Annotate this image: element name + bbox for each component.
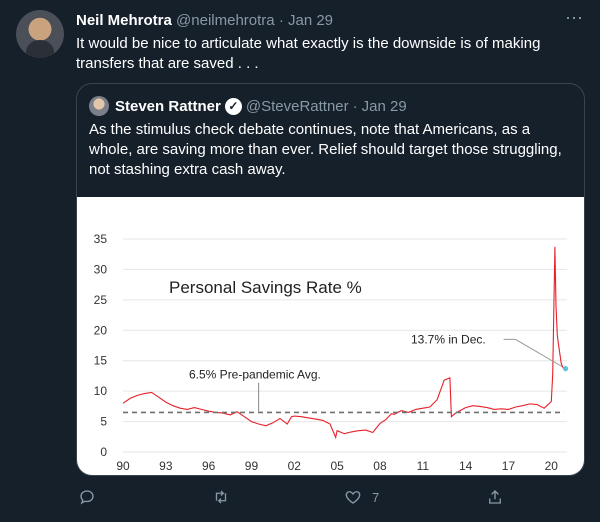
annotation-label: 6.5% Pre-pandemic Avg. — [189, 368, 321, 382]
quoted-date: Jan 29 — [361, 97, 407, 115]
x-tick-label: 14 — [459, 459, 473, 473]
x-tick-label: 93 — [159, 459, 173, 473]
chart-image: 0 5 10 15 20 25 30 35 90 93 96 99 02 05 08 11 14 17 20 Pers… — [77, 197, 584, 475]
annotation-label: 13.7% in Dec. — [411, 332, 486, 346]
tweet-date[interactable]: Jan 29 — [287, 12, 334, 29]
x-tick-label: 02 — [288, 459, 302, 473]
y-tick-label: 35 — [94, 232, 108, 246]
x-tick-label: 20 — [545, 459, 559, 473]
x-tick-label: 08 — [373, 459, 387, 473]
x-tick-label: 11 — [417, 459, 430, 473]
more-icon[interactable]: ⋯ — [565, 8, 584, 28]
avatar[interactable] — [16, 10, 64, 58]
separator-dot: · — [352, 97, 358, 115]
x-tick-label: 17 — [502, 459, 516, 473]
reply-icon — [80, 490, 94, 505]
action-bar: 7 — [76, 488, 556, 508]
annotation-leader — [503, 338, 563, 368]
y-tick-label: 5 — [100, 415, 107, 429]
quoted-tweet[interactable]: Steven Rattner ✓ @SteveRattner · Jan 29 … — [76, 83, 585, 476]
quoted-tweet-text: As the stimulus check debate continues, … — [89, 121, 562, 178]
tweet-header: Neil Mehrotra @neilmehrotra · Jan 29 — [76, 12, 333, 29]
author-handle[interactable]: @neilmehrotra — [176, 12, 275, 29]
like-count: 7 — [372, 489, 380, 505]
y-tick-label: 15 — [94, 354, 108, 368]
like-button[interactable]: 7 — [344, 488, 379, 506]
x-tick-label: 90 — [116, 459, 130, 473]
retweet-button[interactable] — [212, 488, 230, 506]
heart-icon — [345, 491, 361, 504]
retweet-icon — [215, 490, 227, 504]
y-tick-label: 20 — [94, 323, 108, 337]
author-name[interactable]: Neil Mehrotra — [76, 12, 172, 29]
quoted-author-handle: @SteveRattner — [245, 97, 349, 115]
separator-dot: · — [278, 12, 284, 29]
x-tick-label: 96 — [202, 459, 216, 473]
x-tick-label: 99 — [245, 459, 259, 473]
quoted-tweet-header: Steven Rattner ✓ @SteveRattner · Jan 29 — [89, 96, 407, 116]
x-tick-label: 05 — [330, 459, 344, 473]
chart-title: Personal Savings Rate % — [169, 278, 362, 297]
share-button[interactable] — [486, 488, 504, 506]
y-tick-label: 10 — [94, 384, 108, 398]
quoted-avatar — [89, 96, 109, 116]
share-icon — [489, 490, 501, 504]
quoted-author-name: Steven Rattner — [115, 97, 221, 115]
reply-button[interactable] — [78, 488, 96, 506]
y-tick-label: 0 — [100, 445, 107, 459]
y-tick-label: 30 — [94, 262, 108, 276]
savings-rate-line — [122, 246, 566, 440]
y-tick-label: 25 — [94, 293, 108, 307]
verified-icon: ✓ — [224, 97, 242, 115]
data-point-marker — [562, 366, 569, 372]
tweet-text: It would be nice to articulate what exac… — [76, 35, 541, 72]
